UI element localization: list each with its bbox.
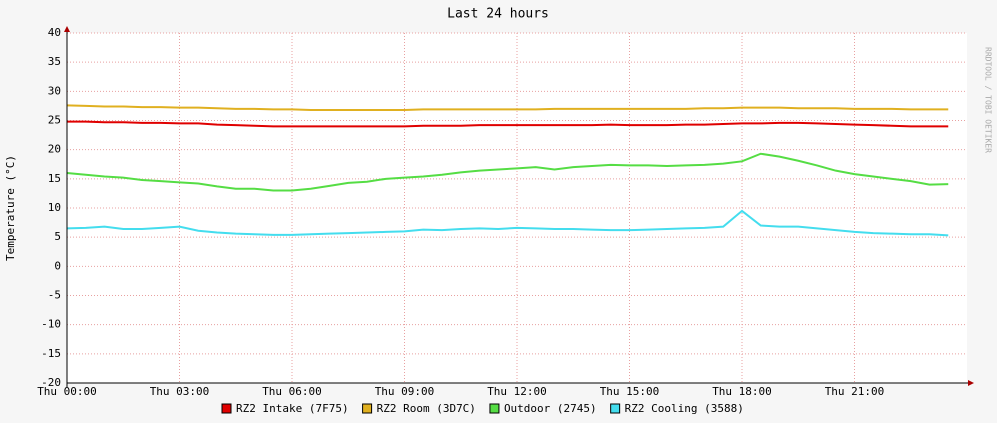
legend-swatch xyxy=(489,403,500,414)
series-line xyxy=(67,120,949,128)
series-line xyxy=(66,209,949,237)
x-tick-label: Thu 15:00 xyxy=(600,385,660,398)
y-tick-label: -20 xyxy=(41,376,61,389)
x-tick-label: Thu 18:00 xyxy=(712,385,772,398)
series-line xyxy=(66,152,949,192)
lines xyxy=(66,104,949,237)
legend-label: Outdoor (2745) xyxy=(504,402,597,415)
x-tick-label: Thu 21:00 xyxy=(825,385,885,398)
y-tick-label: 10 xyxy=(48,201,61,214)
x-tick-label: Thu 03:00 xyxy=(150,385,210,398)
y-tick-label: 30 xyxy=(48,84,61,97)
legend-label: RZ2 Cooling (3588) xyxy=(625,402,744,415)
legend-swatch xyxy=(362,403,373,414)
y-tick-label: -5 xyxy=(48,289,61,302)
y-tick-label: 35 xyxy=(48,55,61,68)
legend-label: RZ2 Intake (7F75) xyxy=(236,402,349,415)
legend: RZ2 Intake (7F75) RZ2 Room (3D7C) Outdoor … xyxy=(221,402,744,415)
x-tick-label: Thu 06:00 xyxy=(262,385,322,398)
watermark: RRDTOOL / TOBI OETIKER xyxy=(984,47,993,153)
x-tick-label: Thu 12:00 xyxy=(487,385,547,398)
y-tick-label: -15 xyxy=(41,347,61,360)
y-axis-label: Temperature (°C) xyxy=(4,155,17,261)
grid xyxy=(66,32,967,384)
legend-swatch xyxy=(221,403,232,414)
y-tick-label: 5 xyxy=(54,230,61,243)
series-line xyxy=(66,104,949,111)
x-tick-label: Thu 09:00 xyxy=(375,385,435,398)
y-tick-label: 40 xyxy=(48,26,61,39)
y-tick-label: 15 xyxy=(48,172,61,185)
y-tick-label: 25 xyxy=(48,114,61,127)
chart-title: Last 24 hours xyxy=(447,7,549,22)
y-tick-label: 0 xyxy=(54,259,61,272)
x-tick-label: Thu 00:00 xyxy=(37,385,97,398)
legend-swatch xyxy=(610,403,621,414)
y-tick-label: 20 xyxy=(48,143,61,156)
legend-label: RZ2 Room (3D7C) xyxy=(377,402,476,415)
x-arrow xyxy=(968,380,974,386)
y-arrow xyxy=(64,26,70,32)
y-tick-label: -10 xyxy=(41,318,61,331)
